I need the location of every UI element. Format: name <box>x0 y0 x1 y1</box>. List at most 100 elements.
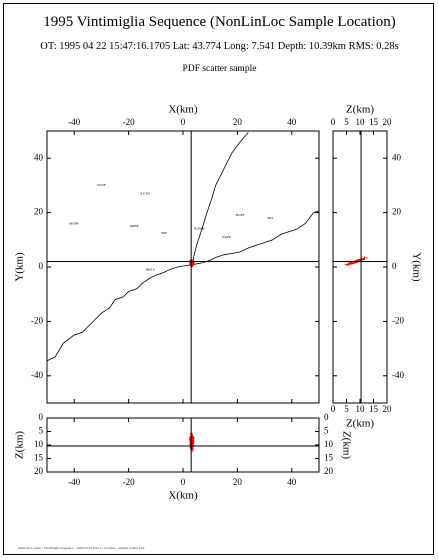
scatter-point <box>351 262 353 264</box>
station-label: ROMB <box>194 227 205 231</box>
map-y-tick-label: -40 <box>31 370 43 380</box>
scatter-point <box>191 438 193 440</box>
scatter-point <box>356 260 358 262</box>
scatter-point <box>191 432 193 435</box>
yz-y-tick-label: -20 <box>392 315 404 325</box>
xz-z-tick-label-left: 20 <box>34 466 44 476</box>
scatter-point <box>191 259 193 261</box>
scatter-point <box>192 441 194 443</box>
scatter-point <box>192 442 194 444</box>
scatter-point <box>363 258 365 260</box>
xz-z-tick-label-right: 15 <box>324 453 334 463</box>
map-scatter <box>189 259 195 268</box>
footer-credit: Anthony Lomax - Vintimiglia sequence - 1… <box>18 546 145 550</box>
event-info-line: OT: 1995 04 22 15:47:16.1705 Lat: 43.774… <box>40 41 399 52</box>
xz-z-axis-label-right: Z(km) <box>340 431 352 459</box>
coastline <box>47 210 319 362</box>
scatter-point <box>362 258 364 260</box>
scatter-point <box>191 262 193 264</box>
map-y-tick-label: 40 <box>34 152 44 162</box>
yz-z-tick-label-top: 0 <box>331 117 336 127</box>
station-label: NAFE <box>222 235 231 239</box>
scatter-point <box>191 434 193 436</box>
yz-y-tick-label: 40 <box>392 152 402 162</box>
map-x-axis-label: X(km) <box>168 104 198 116</box>
scatter-point <box>193 437 195 439</box>
yz-z-tick-label-bottom: 20 <box>383 404 393 414</box>
map-y-tick-label: 0 <box>39 261 44 271</box>
xz-z-tick-label-left: 10 <box>34 439 44 449</box>
yz-z-tick-label-bottom: 5 <box>344 404 349 414</box>
scatter-point <box>191 264 193 266</box>
xz_section-frame <box>46 417 320 473</box>
scatter-point <box>189 438 192 440</box>
scatter-point <box>189 444 191 446</box>
yz-z-tick-label-top: 5 <box>344 117 349 127</box>
scatter-point <box>189 439 191 441</box>
scatter-point <box>358 259 360 261</box>
scatter-point <box>191 440 193 443</box>
scatter-point <box>189 261 192 263</box>
scatter-point <box>355 260 357 262</box>
xz-x-axis-label: X(km) <box>168 490 198 502</box>
station-label: AUTH <box>140 191 150 195</box>
yz-z-tick-label-top: 20 <box>383 117 393 127</box>
station-label: BBLS <box>146 268 155 272</box>
station-label: SBI <box>267 216 273 220</box>
xz-x-tick-label: 40 <box>287 477 297 487</box>
yz-z-tick-label-top: 10 <box>356 117 366 127</box>
scatter-point <box>191 446 193 448</box>
xz-z-axis-label-left: Z(km) <box>14 431 26 459</box>
scatter-point <box>366 257 368 259</box>
plot-title: 1995 Vintimiglia Sequence (NonLinLoc Sam… <box>43 14 396 30</box>
station-label: MONF <box>69 221 79 225</box>
scatter-point <box>189 436 191 438</box>
scatter-point <box>191 448 193 450</box>
scatter-point <box>191 440 193 442</box>
station-label: BGFF <box>236 213 245 217</box>
yz-z-tick-label-bottom: 0 <box>331 404 336 414</box>
xz-z-tick-label-right: 0 <box>324 412 329 422</box>
scatter-point <box>348 263 350 265</box>
scatter-point <box>190 264 192 266</box>
yz-z-tick-label-bottom: 15 <box>369 404 379 414</box>
map-x-tick-label: 40 <box>287 117 297 127</box>
scatter-point <box>351 263 353 265</box>
scatter-point <box>191 436 193 438</box>
yz_section-panel <box>332 130 388 404</box>
station-label: SDF <box>161 231 167 235</box>
scatter-point <box>191 450 193 452</box>
xz_section-panel <box>46 417 320 473</box>
yz_section-frame <box>332 130 388 404</box>
yz-z-tick-label-bottom: 10 <box>356 404 366 414</box>
scatter-point <box>191 260 193 262</box>
yz-y-axis-label: Y(km) <box>410 252 422 282</box>
yz-bottom-z-axis-label: Z(km) <box>346 418 374 430</box>
scatter-point <box>191 433 193 435</box>
xz-z-tick-label-left: 15 <box>34 453 44 463</box>
scatter-point <box>192 441 194 444</box>
scatter-point <box>189 441 191 443</box>
scatter-point <box>191 263 193 265</box>
page-border <box>3 3 434 555</box>
map-x-tick-label: 0 <box>181 117 186 127</box>
scatter-point <box>354 262 356 264</box>
river <box>192 132 249 265</box>
scatter-point <box>192 436 194 438</box>
map-x-tick-label: -40 <box>68 117 80 127</box>
scatter-point <box>193 261 195 263</box>
xz-x-tick-label: -20 <box>123 477 135 487</box>
scatter-point <box>346 264 348 266</box>
station-label: ARBF <box>129 224 138 228</box>
scatter-point <box>192 437 194 440</box>
yz-y-tick-label: -40 <box>392 370 404 380</box>
map-y-axis-label: Y(km) <box>14 252 26 282</box>
yz-top-z-axis-label: Z(km) <box>346 104 374 116</box>
xz-z-tick-label-right: 5 <box>324 426 329 436</box>
scatter-point <box>364 256 366 258</box>
scatter-point <box>193 263 195 265</box>
scatter-point <box>364 257 366 259</box>
map-x-tick-label: 20 <box>233 117 243 127</box>
xz-z-tick-label-right: 10 <box>324 439 334 449</box>
